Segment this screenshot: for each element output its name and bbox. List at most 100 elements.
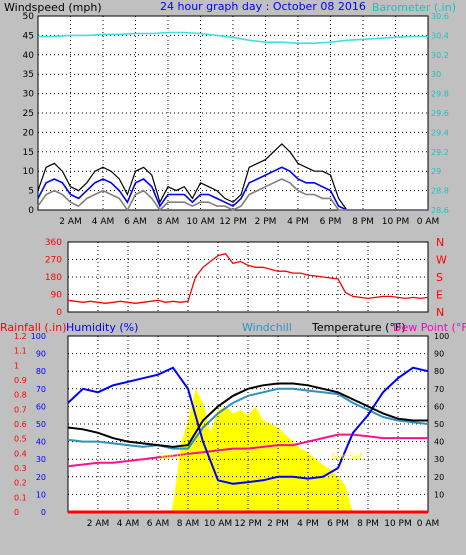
gust-series-line: [37, 143, 428, 211]
rain-tick-label: 0.5: [14, 435, 27, 444]
dewpoint-label: Dew Point (°F): [393, 321, 466, 334]
humidity-tick-label: 30: [36, 455, 46, 464]
time-tick-label: 8 PM: [352, 217, 374, 227]
humidity-tick-label: 80: [36, 367, 46, 376]
time-tick-label: 12 PM: [219, 217, 247, 227]
solar-area: [68, 388, 428, 512]
time-tick-label: 2 PM: [267, 519, 289, 529]
windspeed-axis-label: Windspeed (mph): [4, 1, 102, 14]
rain-tick-label: 1: [14, 361, 19, 370]
temperature-tick-label: 10: [434, 490, 444, 499]
compass-label: S: [436, 271, 443, 284]
time-tick-label: 6 AM: [124, 217, 147, 227]
wind-barometer-panel: 0 5 10 15 20 25 30 35 40 45 50 28.6 28.8 29 29.2 29.4 2…: [4, 0, 456, 227]
rain-tick-label: 0.3: [14, 464, 27, 473]
time-tick-label: 6 PM: [327, 519, 349, 529]
time-tick-label: 10 AM: [186, 217, 214, 227]
humidity-tick-label: 10: [36, 490, 46, 499]
chart-title: 24 hour graph day : October 08 2016: [160, 0, 366, 13]
rain-tick-label: 1.2: [14, 332, 27, 341]
time-tick-label: 4 PM: [297, 519, 319, 529]
windspeed-tick-label: 40: [23, 51, 35, 61]
time-tick-label: 0 AM: [417, 519, 440, 529]
rain-tick-label: 0.1: [14, 493, 27, 502]
temperature-tick-label: 80: [434, 367, 444, 376]
time-tick-label: 6 AM: [147, 519, 170, 529]
direction-tick-label: 180: [45, 273, 62, 283]
rain-tick-label: 0.2: [14, 479, 27, 488]
direction-tick-label: 90: [51, 291, 63, 301]
windspeed-tick-label: 0: [28, 206, 34, 216]
barometer-tick-label: 30.4: [431, 31, 449, 40]
windspeed-tick-label: 30: [23, 90, 35, 100]
time-tick-label: 4 PM: [287, 217, 309, 227]
barometer-axis-label: Barometer (.in): [372, 1, 456, 14]
temperature-axis-label: Temperature (°F): [311, 321, 406, 334]
temperature-tick-label: 60: [434, 402, 444, 411]
sun-annotation: Sun Rise: [159, 452, 194, 461]
average-series-line: [37, 166, 428, 211]
windchill-series-line: [67, 387, 429, 450]
time-tick-label: 10 PM: [382, 217, 410, 227]
time-tick-label: 2 AM: [59, 217, 82, 227]
rain-tick-label: 0.6: [14, 420, 27, 429]
compass-label: W: [436, 254, 447, 267]
humidity-tick-label: 50: [36, 420, 46, 429]
windspeed-tick-label: 10: [23, 167, 35, 177]
rain-tick-label: 0.7: [14, 405, 27, 414]
time-tick-label: 2 PM: [255, 217, 277, 227]
time-tick-label: 4 AM: [117, 519, 140, 529]
rain-tick-label: 1.1: [14, 347, 27, 356]
rain-tick-label: 0: [14, 508, 19, 517]
windspeed-tick-label: 50: [23, 12, 35, 22]
time-tick-label: 4 AM: [92, 217, 115, 227]
compass-label: N: [436, 306, 444, 319]
barometer-tick-label: 29.6: [431, 109, 449, 118]
windspeed-tick-label: 15: [23, 148, 34, 158]
rain-tick-label: 0.8: [14, 391, 27, 400]
speed-series-line: [37, 178, 428, 212]
time-tick-label: 2 AM: [87, 519, 110, 529]
barometer-tick-label: 29: [431, 167, 441, 176]
windspeed-tick-label: 45: [23, 31, 34, 41]
compass-label: E: [436, 289, 443, 302]
time-tick-label: 8 PM: [357, 519, 379, 529]
temperature-tick-label: 90: [434, 350, 444, 359]
barometer-tick-label: 29.4: [431, 128, 449, 137]
windspeed-tick-label: 5: [28, 187, 34, 197]
rain-tick-label: 0.4: [14, 449, 27, 458]
humidity-tick-label: 60: [36, 402, 46, 411]
barometer-tick-label: 29.2: [431, 148, 449, 157]
humidity-tick-label: 100: [31, 332, 46, 341]
temperature-tick-label: 70: [434, 385, 444, 394]
humidity-tick-label: 90: [36, 350, 46, 359]
humidity-tick-label: 40: [36, 438, 46, 447]
windspeed-tick-label: 25: [23, 109, 34, 119]
humidity-series-line: [67, 366, 429, 485]
humidity-tick-label: 20: [36, 473, 46, 482]
dewpoint-series-line: [67, 433, 428, 468]
direction-tick-label: 270: [45, 256, 62, 266]
barometer-tick-label: 30.2: [431, 51, 449, 60]
barometer-tick-label: 30: [431, 70, 441, 79]
barometer-tick-label: 28.6: [431, 206, 449, 215]
humidity-tick-label: 70: [36, 385, 46, 394]
windchill-label: Windchill: [242, 321, 292, 334]
rain-tick-label: 0.9: [14, 376, 27, 385]
time-tick-label: 12 PM: [234, 519, 262, 529]
windspeed-tick-label: 35: [23, 70, 34, 80]
time-tick-label: 8 AM: [157, 217, 180, 227]
barometer-tick-label: 28.8: [431, 187, 449, 196]
direction-tick-label: 0: [56, 308, 62, 318]
barometer-tick-label: 29.8: [431, 90, 449, 99]
wind-direction-series-line: [67, 252, 429, 304]
temperature-tick-label: 20: [434, 473, 444, 482]
time-tick-label: 6 PM: [320, 217, 342, 227]
temperature-tick-label: 50: [434, 420, 444, 429]
temperature-tick-label: 30: [434, 455, 444, 464]
windspeed-tick-label: 20: [23, 128, 35, 138]
barometer-tick-label: 30.6: [431, 12, 449, 21]
